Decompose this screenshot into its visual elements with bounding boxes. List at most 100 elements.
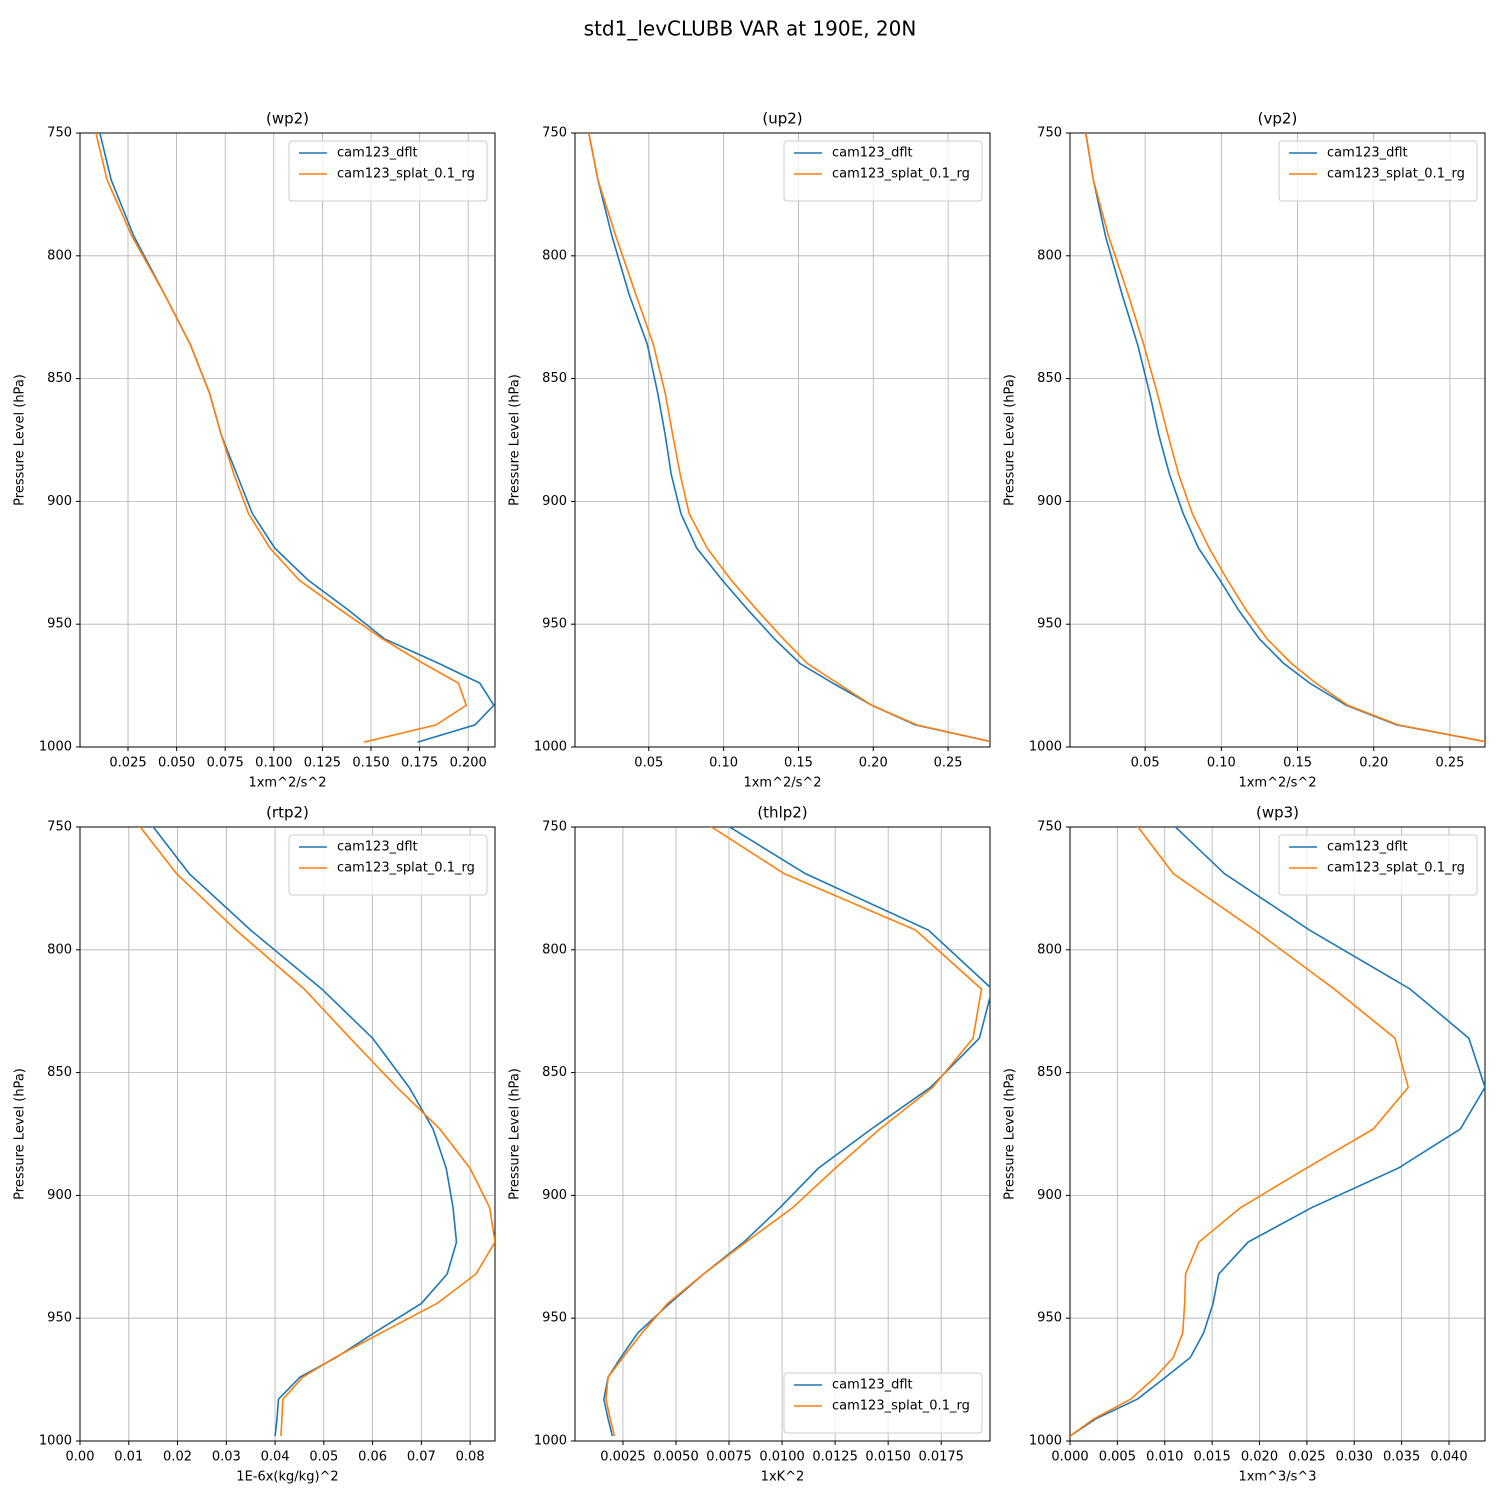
- y-tick-label: 750: [1037, 126, 1062, 141]
- series-line: [1084, 133, 1485, 743]
- x-tick-label: 0.20: [1359, 756, 1388, 771]
- x-tick-label: 0.07: [407, 1450, 436, 1465]
- series-line: [139, 827, 495, 1437]
- y-tick-label: 750: [542, 820, 567, 835]
- x-tick-label: 0.175: [401, 756, 438, 771]
- x-axis-label: 1E-6x(kg/kg)^2: [236, 1470, 338, 1485]
- series-line: [1070, 827, 1410, 1437]
- y-tick-label: 1000: [39, 1434, 72, 1449]
- x-tick-label: 0.05: [1131, 756, 1160, 771]
- legend-box: [288, 140, 488, 202]
- x-tick-label: 0.02: [163, 1450, 192, 1465]
- y-tick-label: 750: [542, 126, 567, 141]
- series-line: [587, 133, 990, 743]
- y-tick-label: 850: [47, 371, 72, 386]
- y-axis-label: Pressure Level (hPa): [508, 374, 523, 506]
- x-tick-label: 0.03: [212, 1450, 241, 1465]
- x-tick-label: 0.000: [1051, 1450, 1088, 1465]
- y-tick-label: 750: [47, 820, 72, 835]
- x-tick-label: 0.040: [1430, 1450, 1467, 1465]
- panel: 0.0025 0.0050 0.0075 0.0100 0.0125 0.0150 0.01…: [508, 804, 991, 1485]
- y-tick-label: 900: [542, 1188, 567, 1203]
- legend-label: cam123_splat_0.1_rg: [1327, 861, 1465, 876]
- axes-frame: [79, 132, 496, 748]
- x-tick-label: 0.08: [456, 1450, 485, 1465]
- figure-title: std1_levCLUBB VAR at 190E, 20N: [584, 17, 917, 41]
- legend-label: cam123_dflt: [337, 840, 418, 855]
- x-tick-label: 0.020: [1241, 1450, 1278, 1465]
- y-tick-label: 1000: [1029, 740, 1062, 755]
- x-tick-label: 0.04: [261, 1450, 290, 1465]
- y-tick-label: 850: [1037, 1065, 1062, 1080]
- x-tick-label: 0.06: [358, 1450, 387, 1465]
- x-tick-label: 0.05: [634, 756, 663, 771]
- legend-label: cam123_dflt: [832, 1378, 913, 1393]
- legend-box: [783, 1372, 983, 1434]
- x-tick-label: 0.150: [352, 756, 389, 771]
- x-tick-label: 0.10: [709, 756, 738, 771]
- x-tick-label: 0.0150: [865, 1450, 911, 1465]
- x-tick-label: 0.0025: [600, 1450, 646, 1465]
- x-tick-label: 0.10: [1207, 756, 1236, 771]
- x-tick-label: 0.015: [1194, 1450, 1231, 1465]
- x-tick-label: 0.0050: [653, 1450, 699, 1465]
- y-tick-label: 900: [47, 1188, 72, 1203]
- panel: 0.00 0.01 0.02 0.03 0.04 0.05 0.06 0.07 0.08 750 8…: [13, 804, 496, 1485]
- y-tick-label: 950: [1037, 617, 1062, 632]
- x-tick-label: 0.01: [114, 1450, 143, 1465]
- x-axis-label: 1xm^2/s^2: [248, 776, 326, 791]
- y-tick-label: 950: [47, 1311, 72, 1326]
- x-tick-label: 0.15: [1283, 756, 1312, 771]
- x-axis-label: 1xm^2/s^2: [743, 776, 821, 791]
- x-tick-label: 0.025: [1288, 1450, 1325, 1465]
- x-tick-label: 0.075: [207, 756, 244, 771]
- y-tick-label: 900: [47, 494, 72, 509]
- x-tick-label: 0.030: [1336, 1450, 1373, 1465]
- legend-label: cam123_dflt: [1327, 840, 1408, 855]
- y-tick-label: 900: [542, 494, 567, 509]
- y-tick-label: 750: [47, 126, 72, 141]
- y-tick-label: 850: [47, 1065, 72, 1080]
- legend-label: cam123_splat_0.1_rg: [1327, 167, 1465, 182]
- x-tick-label: 0.20: [859, 756, 888, 771]
- panel-title: (wp2): [266, 110, 309, 128]
- x-tick-label: 0.005: [1099, 1450, 1136, 1465]
- y-axis-label: Pressure Level (hPa): [1003, 374, 1018, 506]
- legend-box: [783, 140, 983, 202]
- legend-label: cam123_dflt: [832, 146, 913, 161]
- y-tick-label: 950: [542, 617, 567, 632]
- x-tick-label: 0.035: [1383, 1450, 1420, 1465]
- panel: 0.05 0.10 0.15 0.20 0.25 750 800 850 900 950 1000 (…: [508, 110, 991, 791]
- y-axis-label: Pressure Level (hPa): [508, 1068, 523, 1200]
- panel-title: (thlp2): [757, 804, 807, 822]
- y-tick-label: 1000: [534, 740, 567, 755]
- panel: 0.05 0.10 0.15 0.20 0.25 750 800 850 900 950 1000 (…: [1003, 110, 1486, 791]
- axes-frame: [574, 826, 991, 1442]
- y-tick-label: 800: [542, 248, 567, 263]
- x-tick-label: 0.050: [158, 756, 195, 771]
- series-line: [587, 133, 990, 743]
- x-axis-label: 1xm^3/s^3: [1238, 1470, 1316, 1485]
- x-tick-label: 0.25: [1435, 756, 1464, 771]
- series-line: [95, 133, 468, 743]
- y-tick-label: 850: [542, 371, 567, 386]
- x-tick-label: 0.010: [1146, 1450, 1183, 1465]
- legend-label: cam123_splat_0.1_rg: [832, 167, 970, 182]
- x-tick-label: 0.0100: [759, 1450, 805, 1465]
- y-tick-label: 950: [1037, 1311, 1062, 1326]
- axes-frame: [1069, 132, 1486, 748]
- x-tick-label: 0.025: [109, 756, 146, 771]
- series-line: [99, 133, 495, 743]
- y-axis-label: Pressure Level (hPa): [1003, 1068, 1018, 1200]
- x-tick-label: 0.25: [934, 756, 963, 771]
- x-axis-label: 1xK^2: [761, 1470, 805, 1485]
- y-tick-label: 800: [47, 248, 72, 263]
- y-axis-label: Pressure Level (hPa): [13, 1068, 28, 1200]
- y-axis-label: Pressure Level (hPa): [13, 374, 28, 506]
- legend-box: [288, 834, 488, 896]
- y-tick-label: 800: [1037, 942, 1062, 957]
- x-tick-label: 0.0125: [812, 1450, 858, 1465]
- y-tick-label: 850: [1037, 371, 1062, 386]
- panel-title: (vp2): [1258, 110, 1298, 128]
- y-tick-label: 800: [542, 942, 567, 957]
